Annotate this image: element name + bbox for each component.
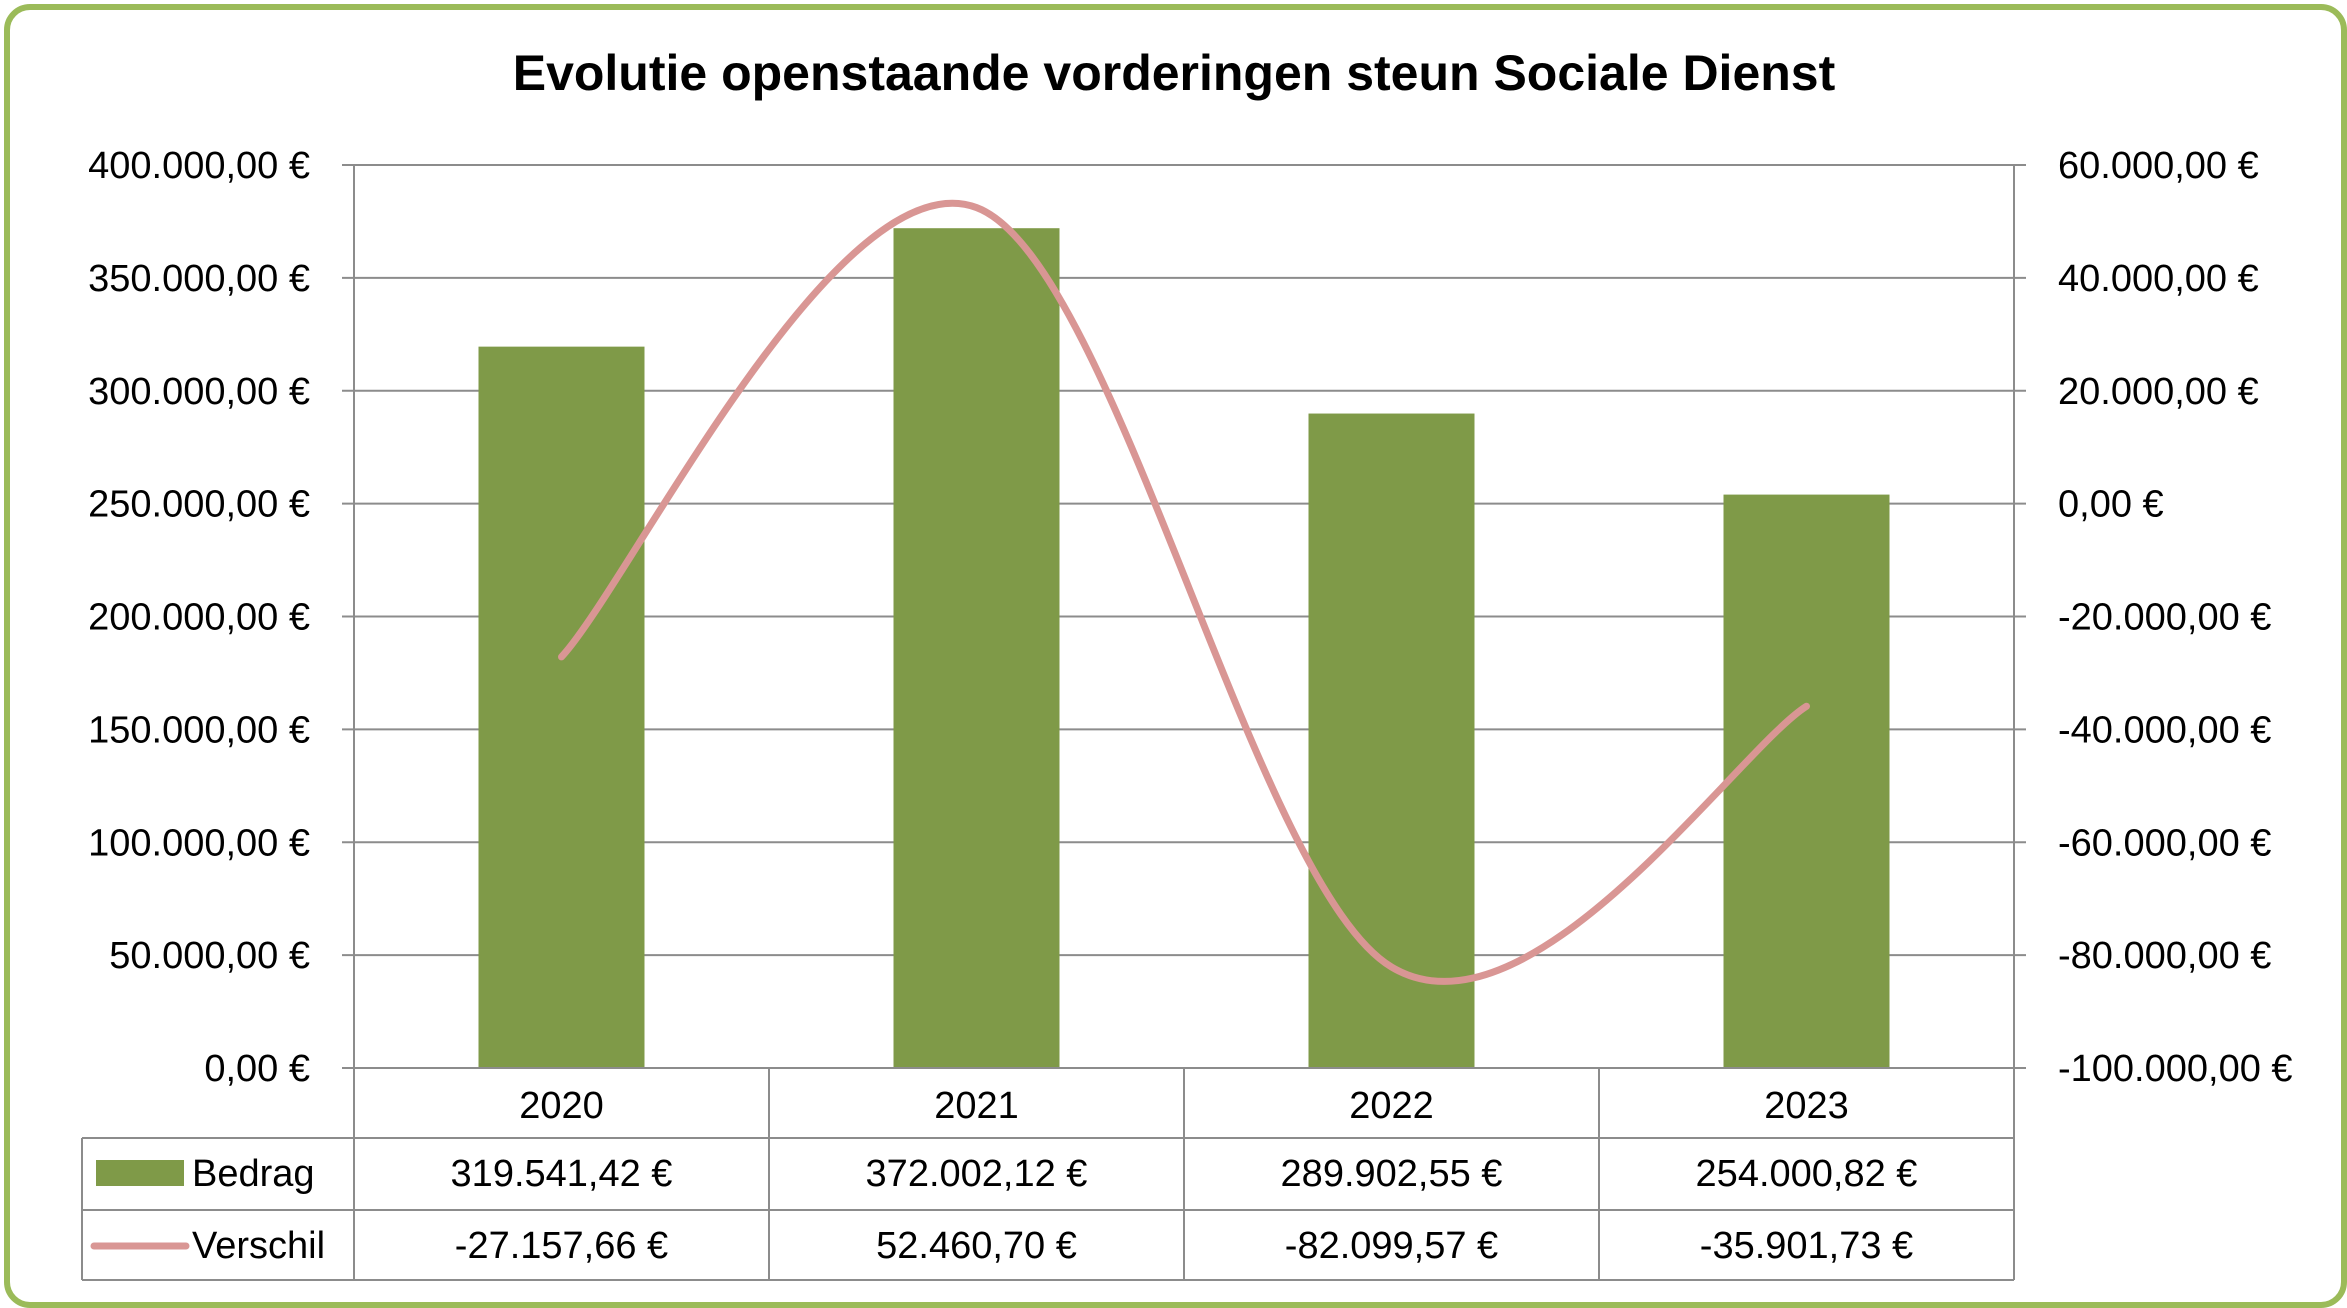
right-tick-label: -80.000,00 €: [2058, 935, 2271, 977]
left-tick-label: 200.000,00 €: [88, 597, 310, 639]
table-cell-verschil: -27.157,66 €: [455, 1225, 668, 1267]
legend-key-bedrag: [96, 1160, 184, 1186]
right-tick-label: 0,00 €: [2058, 484, 2164, 526]
table-cell-bedrag: 289.902,55 €: [1281, 1153, 1503, 1195]
left-tick-label: 250.000,00 €: [88, 484, 310, 526]
table-cell-verschil: 52.460,70 €: [876, 1225, 1077, 1267]
category-label: 2020: [519, 1085, 604, 1127]
table-cell-verschil: -82.099,57 €: [1285, 1225, 1498, 1267]
legend-label-verschil: Verschil: [192, 1225, 325, 1267]
left-tick-label: 50.000,00 €: [109, 935, 310, 977]
right-tick-label: -40.000,00 €: [2058, 709, 2271, 751]
verschil-line: [558, 200, 1810, 985]
right-tick-label: 60.000,00 €: [2058, 145, 2259, 187]
bar: [1723, 494, 1890, 1068]
right-tick-label: -20.000,00 €: [2058, 597, 2271, 639]
left-tick-label: 300.000,00 €: [88, 371, 310, 413]
chart-title: Evolutie openstaande vorderingen steun S…: [513, 45, 1836, 101]
left-tick-label: 150.000,00 €: [88, 709, 310, 751]
right-tick-label: 20.000,00 €: [2058, 371, 2259, 413]
table-cell-bedrag: 319.541,42 €: [451, 1153, 673, 1195]
right-tick-label: -60.000,00 €: [2058, 822, 2271, 864]
bar: [478, 346, 645, 1068]
table-cell-verschil: -35.901,73 €: [1700, 1225, 1913, 1267]
category-label: 2023: [1764, 1085, 1849, 1127]
left-tick-label: 100.000,00 €: [88, 822, 310, 864]
bar-series: [478, 228, 1890, 1069]
left-tick-label: 400.000,00 €: [88, 145, 310, 187]
left-axis-ticks: 0,00 € 50.000,00 € 100.000,00 € 150.000,00 …: [88, 145, 310, 1090]
legend-label-bedrag: Bedrag: [192, 1153, 315, 1195]
category-label: 2021: [934, 1085, 1019, 1127]
category-label: 2022: [1349, 1085, 1434, 1127]
right-axis-ticks: -100.000,00 € -80.000,00 € -60.000,00 € -40…: [2058, 145, 2293, 1090]
bar: [1308, 413, 1475, 1068]
chart-frame: [4, 4, 2347, 1308]
left-tick-label: 0,00 €: [204, 1048, 310, 1090]
right-tick-label: -100.000,00 €: [2058, 1048, 2293, 1090]
bar: [893, 228, 1060, 1069]
line-series: [558, 200, 1810, 985]
data-table: 2020 2021 2022 2023 Bedrag Verschil 319.541,42…: [81, 1068, 2015, 1281]
table-cell-bedrag: 372.002,12 €: [866, 1153, 1088, 1195]
left-tick-label: 350.000,00 €: [88, 258, 310, 300]
table-cell-bedrag: 254.000,82 €: [1696, 1153, 1918, 1195]
right-tick-label: 40.000,00 €: [2058, 258, 2259, 300]
